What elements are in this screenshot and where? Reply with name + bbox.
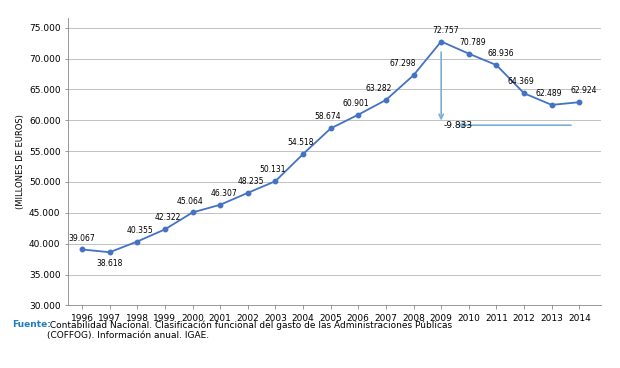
Text: 62.924: 62.924: [570, 86, 596, 95]
Text: 40.355: 40.355: [126, 226, 153, 234]
Text: 60.901: 60.901: [342, 99, 369, 108]
Text: 62.489: 62.489: [536, 89, 562, 98]
Text: 72.757: 72.757: [432, 25, 459, 35]
Text: 68.936: 68.936: [487, 49, 514, 58]
Text: 38.618: 38.618: [97, 258, 123, 268]
Text: 42.322: 42.322: [154, 213, 181, 222]
Text: 63.282: 63.282: [366, 84, 392, 93]
Text: 50.131: 50.131: [259, 165, 286, 174]
Text: 46.307: 46.307: [211, 189, 237, 198]
Text: Fuente:: Fuente:: [12, 320, 51, 329]
Text: -9.833: -9.833: [444, 121, 473, 130]
Text: 67.298: 67.298: [389, 59, 415, 68]
Y-axis label: (MILLONES DE EUROS): (MILLONES DE EUROS): [16, 114, 25, 209]
Text: 48.235: 48.235: [237, 177, 264, 186]
Text: 45.064: 45.064: [176, 197, 203, 205]
Text: 54.518: 54.518: [287, 138, 314, 147]
Text: 39.067: 39.067: [69, 234, 95, 243]
Text: 58.674: 58.674: [314, 113, 341, 121]
Text: Contabilidad Nacional. Clasificación funcional del gasto de las Administraciones: Contabilidad Nacional. Clasificación fun…: [47, 320, 452, 340]
Text: 64.369: 64.369: [508, 77, 534, 86]
Text: 70.789: 70.789: [459, 38, 486, 47]
